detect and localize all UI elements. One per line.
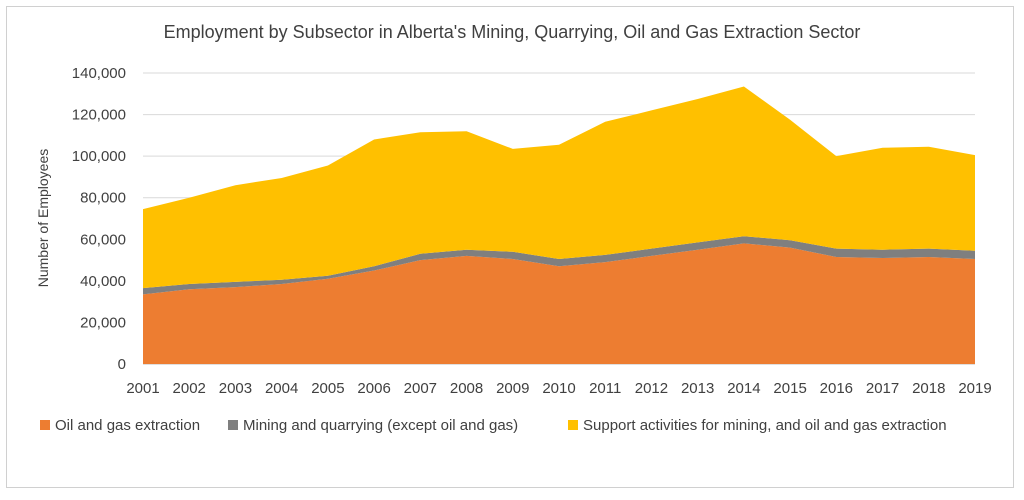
legend-item-2: Mining and quarrying (except oil and gas… <box>228 417 518 434</box>
plot-areas <box>143 86 975 364</box>
x-tick-label: 2014 <box>727 380 760 397</box>
legend-swatch <box>40 420 50 430</box>
area-series-2 <box>143 236 975 295</box>
x-tick-label: 2004 <box>265 380 298 397</box>
legend-swatch <box>228 420 238 430</box>
x-tick-label: 2010 <box>542 380 575 397</box>
y-tick-label: 100,000 <box>72 148 126 165</box>
legend-item-3: Support activities for mining, and oil a… <box>568 417 947 434</box>
x-tick-label: 2013 <box>681 380 714 397</box>
chart-title: Employment by Subsector in Alberta's Min… <box>164 22 861 42</box>
legend-label: Support activities for mining, and oil a… <box>583 417 947 434</box>
y-tick-label: 40,000 <box>80 273 126 290</box>
y-tick-label: 140,000 <box>72 65 126 82</box>
x-tick-label: 2003 <box>219 380 252 397</box>
x-tick-label: 2015 <box>773 380 806 397</box>
x-tick-label: 2002 <box>173 380 206 397</box>
x-axis-ticks: 2001 2002 2003 2004 2005 2006 2007 2008 2009 2010… <box>126 380 991 397</box>
x-tick-label: 2006 <box>357 380 390 397</box>
legend-label: Oil and gas extraction <box>55 417 200 434</box>
legend: Oil and gas extraction Mining and quarryi… <box>40 417 947 434</box>
area-series-3 <box>143 86 975 289</box>
area-series-1 <box>143 243 975 364</box>
legend-item-1: Oil and gas extraction <box>40 417 200 434</box>
x-tick-label: 2007 <box>404 380 437 397</box>
y-axis-label: Number of Employees <box>35 149 51 288</box>
y-axis-ticks: 0 20,000 40,000 60,000 80,000 100,000 120,000 1… <box>72 65 126 373</box>
y-tick-label: 60,000 <box>80 231 126 248</box>
x-tick-label: 2016 <box>820 380 853 397</box>
legend-label: Mining and quarrying (except oil and gas… <box>243 417 518 434</box>
y-tick-label: 20,000 <box>80 314 126 331</box>
y-tick-label: 0 <box>118 356 126 373</box>
x-tick-label: 2012 <box>635 380 668 397</box>
legend-swatch <box>568 420 578 430</box>
x-tick-label: 2008 <box>450 380 483 397</box>
y-tick-label: 120,000 <box>72 107 126 124</box>
x-tick-label: 2019 <box>958 380 991 397</box>
x-tick-label: 2018 <box>912 380 945 397</box>
x-tick-label: 2001 <box>126 380 159 397</box>
x-tick-label: 2017 <box>866 380 899 397</box>
y-tick-label: 80,000 <box>80 190 126 207</box>
x-tick-label: 2011 <box>589 380 621 397</box>
x-tick-label: 2005 <box>311 380 344 397</box>
x-tick-label: 2009 <box>496 380 529 397</box>
